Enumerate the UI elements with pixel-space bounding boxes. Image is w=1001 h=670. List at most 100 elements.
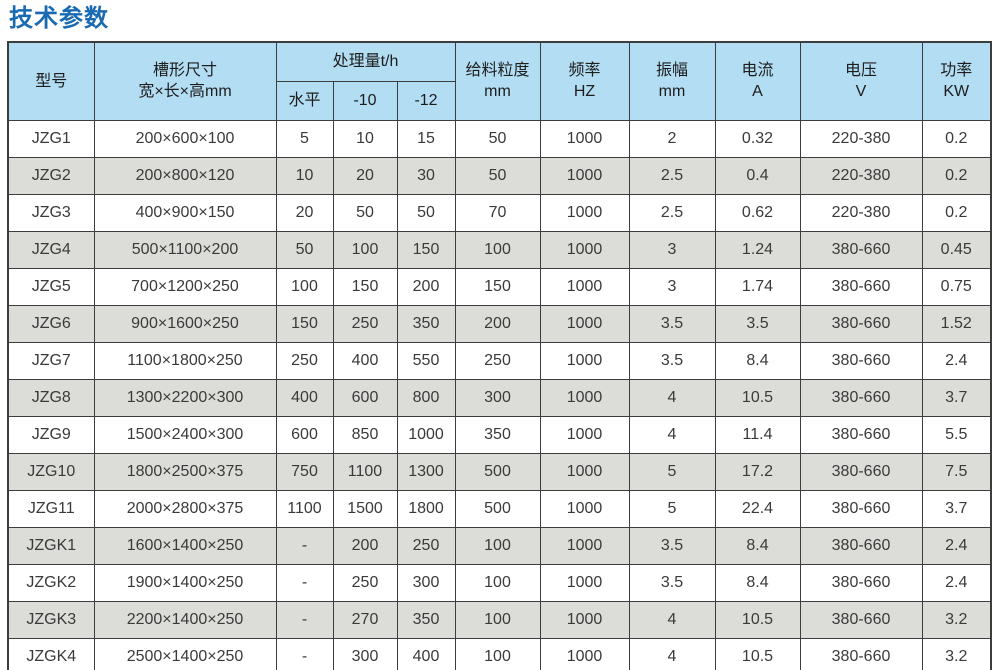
col-header-power: 功率 KW <box>921 41 992 121</box>
cell-current: 8.4 <box>714 341 801 380</box>
cell-capacity-minus10: 200 <box>332 526 398 565</box>
cell-feed-size: 70 <box>454 193 541 232</box>
cell-model: JZG7 <box>7 341 95 380</box>
cell-amplitude: 2 <box>628 119 716 158</box>
table-row: JZG11 2000×2800×375 1100 1500 1800 500 1000 5 22… <box>7 489 992 528</box>
cell-capacity-horizontal: 50 <box>275 230 334 269</box>
cell-frequency: 1000 <box>539 452 630 491</box>
cell-current: 8.4 <box>714 526 801 565</box>
cell-amplitude: 3.5 <box>628 526 716 565</box>
col-header-feed-size: 给料粒度 mm <box>454 41 541 121</box>
cell-power: 3.2 <box>921 637 992 670</box>
cell-capacity-minus10: 300 <box>332 637 398 670</box>
cell-amplitude: 3.5 <box>628 304 716 343</box>
col-header-frequency: 频率 HZ <box>539 41 630 121</box>
table-row: JZGK4 2500×1400×250-300 400 100 1000 4 10.5 380… <box>7 637 992 670</box>
cell-amplitude: 4 <box>628 600 716 639</box>
table-row: JZG8 1300×2200×300 400 600 800 300 1000 4 10.5 38… <box>7 378 992 417</box>
col-header-current: 电流 A <box>714 41 801 121</box>
table-row: JZGK2 1900×1400×250-250 300 100 1000 3.5 8.4 38… <box>7 563 992 602</box>
cell-capacity-horizontal: 5 <box>275 119 334 158</box>
cell-capacity-minus10: 850 <box>332 415 398 454</box>
cell-voltage: 380-660 <box>799 378 923 417</box>
col-header-amplitude-line1: 振幅 <box>655 61 688 79</box>
cell-capacity-minus10: 1500 <box>332 489 398 528</box>
cell-model: JZGK1 <box>7 526 95 565</box>
col-header-current-line2: A <box>752 83 763 101</box>
cell-amplitude: 3.5 <box>628 341 716 380</box>
cell-power: 0.2 <box>921 119 992 158</box>
cell-capacity-minus10: 100 <box>332 230 398 269</box>
col-header-capacity-group-label: 处理量t/h <box>332 53 399 70</box>
page-title: 技术参数 <box>9 5 109 32</box>
table-row: JZG4 500×1100×200 50 100 150 100 1000 3 1.24 380-… <box>7 230 992 269</box>
col-header-amplitude: 振幅 mm <box>628 41 716 121</box>
cell-capacity-minus12: 1800 <box>396 489 456 528</box>
cell-power: 0.75 <box>921 267 992 306</box>
cell-frequency: 1000 <box>539 119 630 158</box>
cell-trough-size: 900×1600×250 <box>93 304 277 343</box>
cell-capacity-horizontal: 150 <box>275 304 334 343</box>
cell-capacity-minus12: 300 <box>396 563 456 602</box>
col-header-voltage: 电压 V <box>799 41 923 121</box>
cell-capacity-minus10: 20 <box>332 156 398 195</box>
cell-current: 22.4 <box>714 489 801 528</box>
cell-feed-size: 100 <box>454 563 541 602</box>
table-row: JZG2 200×800×120 10 20 30 50 1000 2.5 0.4 220-380… <box>7 156 992 195</box>
cell-amplitude: 4 <box>628 637 716 670</box>
cell-capacity-minus10: 10 <box>332 119 398 158</box>
table-row: JZG1 200×600×100 5 10 15 50 1000 2 0.32 220-380 0.… <box>7 119 992 158</box>
cell-amplitude: 3.5 <box>628 563 716 602</box>
cell-current: 10.5 <box>714 378 801 417</box>
cell-frequency: 1000 <box>539 341 630 380</box>
cell-feed-size: 500 <box>454 489 541 528</box>
cell-capacity-horizontal: 1100 <box>275 489 334 528</box>
col-header-feed-size-line2: mm <box>484 83 511 101</box>
cell-capacity-minus12: 50 <box>396 193 456 232</box>
cell-power: 7.5 <box>921 452 992 491</box>
cell-trough-size: 1800×2500×375 <box>93 452 277 491</box>
cell-model: JZG6 <box>7 304 95 343</box>
table-body: JZG1 200×600×100 5 10 15 50 1000 2 0.32 220-380 0.… <box>7 119 992 670</box>
cell-feed-size: 150 <box>454 267 541 306</box>
table-row: JZG3 400×900×150 20 50 50 70 1000 2.5 0.62 220-38… <box>7 193 992 232</box>
cell-capacity-horizontal: 10 <box>275 156 334 195</box>
cell-current: 8.4 <box>714 563 801 602</box>
table-row: JZG7 1100×1800×250 250 400 550 250 1000 3.5 8.4 3… <box>7 341 992 380</box>
cell-feed-size: 350 <box>454 415 541 454</box>
cell-current: 10.5 <box>714 637 801 670</box>
cell-trough-size: 2500×1400×250 <box>93 637 277 670</box>
col-header-trough-size-line2: 宽×长×高mm <box>138 83 232 101</box>
cell-model: JZG11 <box>7 489 95 528</box>
cell-frequency: 1000 <box>539 267 630 306</box>
cell-power: 2.4 <box>921 526 992 565</box>
cell-capacity-horizontal: - <box>275 526 334 565</box>
cell-power: 0.45 <box>921 230 992 269</box>
col-header-capacity-minus10-label: -10 <box>353 92 377 109</box>
cell-trough-size: 200×800×120 <box>93 156 277 195</box>
cell-voltage: 220-380 <box>799 156 923 195</box>
technical-parameters-table: 型号 槽形尺寸 宽×长×高mm 处理量t/h 给料粒度 mm 频率 HZ <box>7 40 992 670</box>
col-header-capacity-horizontal-label: 水平 <box>288 92 321 109</box>
cell-power: 0.2 <box>921 193 992 232</box>
col-header-current-line1: 电流 <box>741 61 774 79</box>
cell-model: JZGK2 <box>7 563 95 602</box>
header-row-1: 型号 槽形尺寸 宽×长×高mm 处理量t/h 给料粒度 mm 频率 HZ <box>7 41 992 121</box>
cell-trough-size: 1900×1400×250 <box>93 563 277 602</box>
cell-amplitude: 5 <box>628 452 716 491</box>
cell-capacity-minus12: 400 <box>396 637 456 670</box>
cell-trough-size: 500×1100×200 <box>93 230 277 269</box>
cell-feed-size: 200 <box>454 304 541 343</box>
cell-voltage: 380-660 <box>799 341 923 380</box>
cell-voltage: 380-660 <box>799 230 923 269</box>
cell-model: JZG2 <box>7 156 95 195</box>
cell-capacity-minus10: 400 <box>332 341 398 380</box>
cell-capacity-horizontal: - <box>275 563 334 602</box>
cell-model: JZG3 <box>7 193 95 232</box>
cell-current: 17.2 <box>714 452 801 491</box>
cell-model: JZG4 <box>7 230 95 269</box>
col-header-amplitude-line2: mm <box>658 83 686 101</box>
col-header-trough-size-line1: 槽形尺寸 <box>152 61 217 79</box>
cell-voltage: 380-660 <box>799 637 923 670</box>
cell-frequency: 1000 <box>539 378 630 417</box>
